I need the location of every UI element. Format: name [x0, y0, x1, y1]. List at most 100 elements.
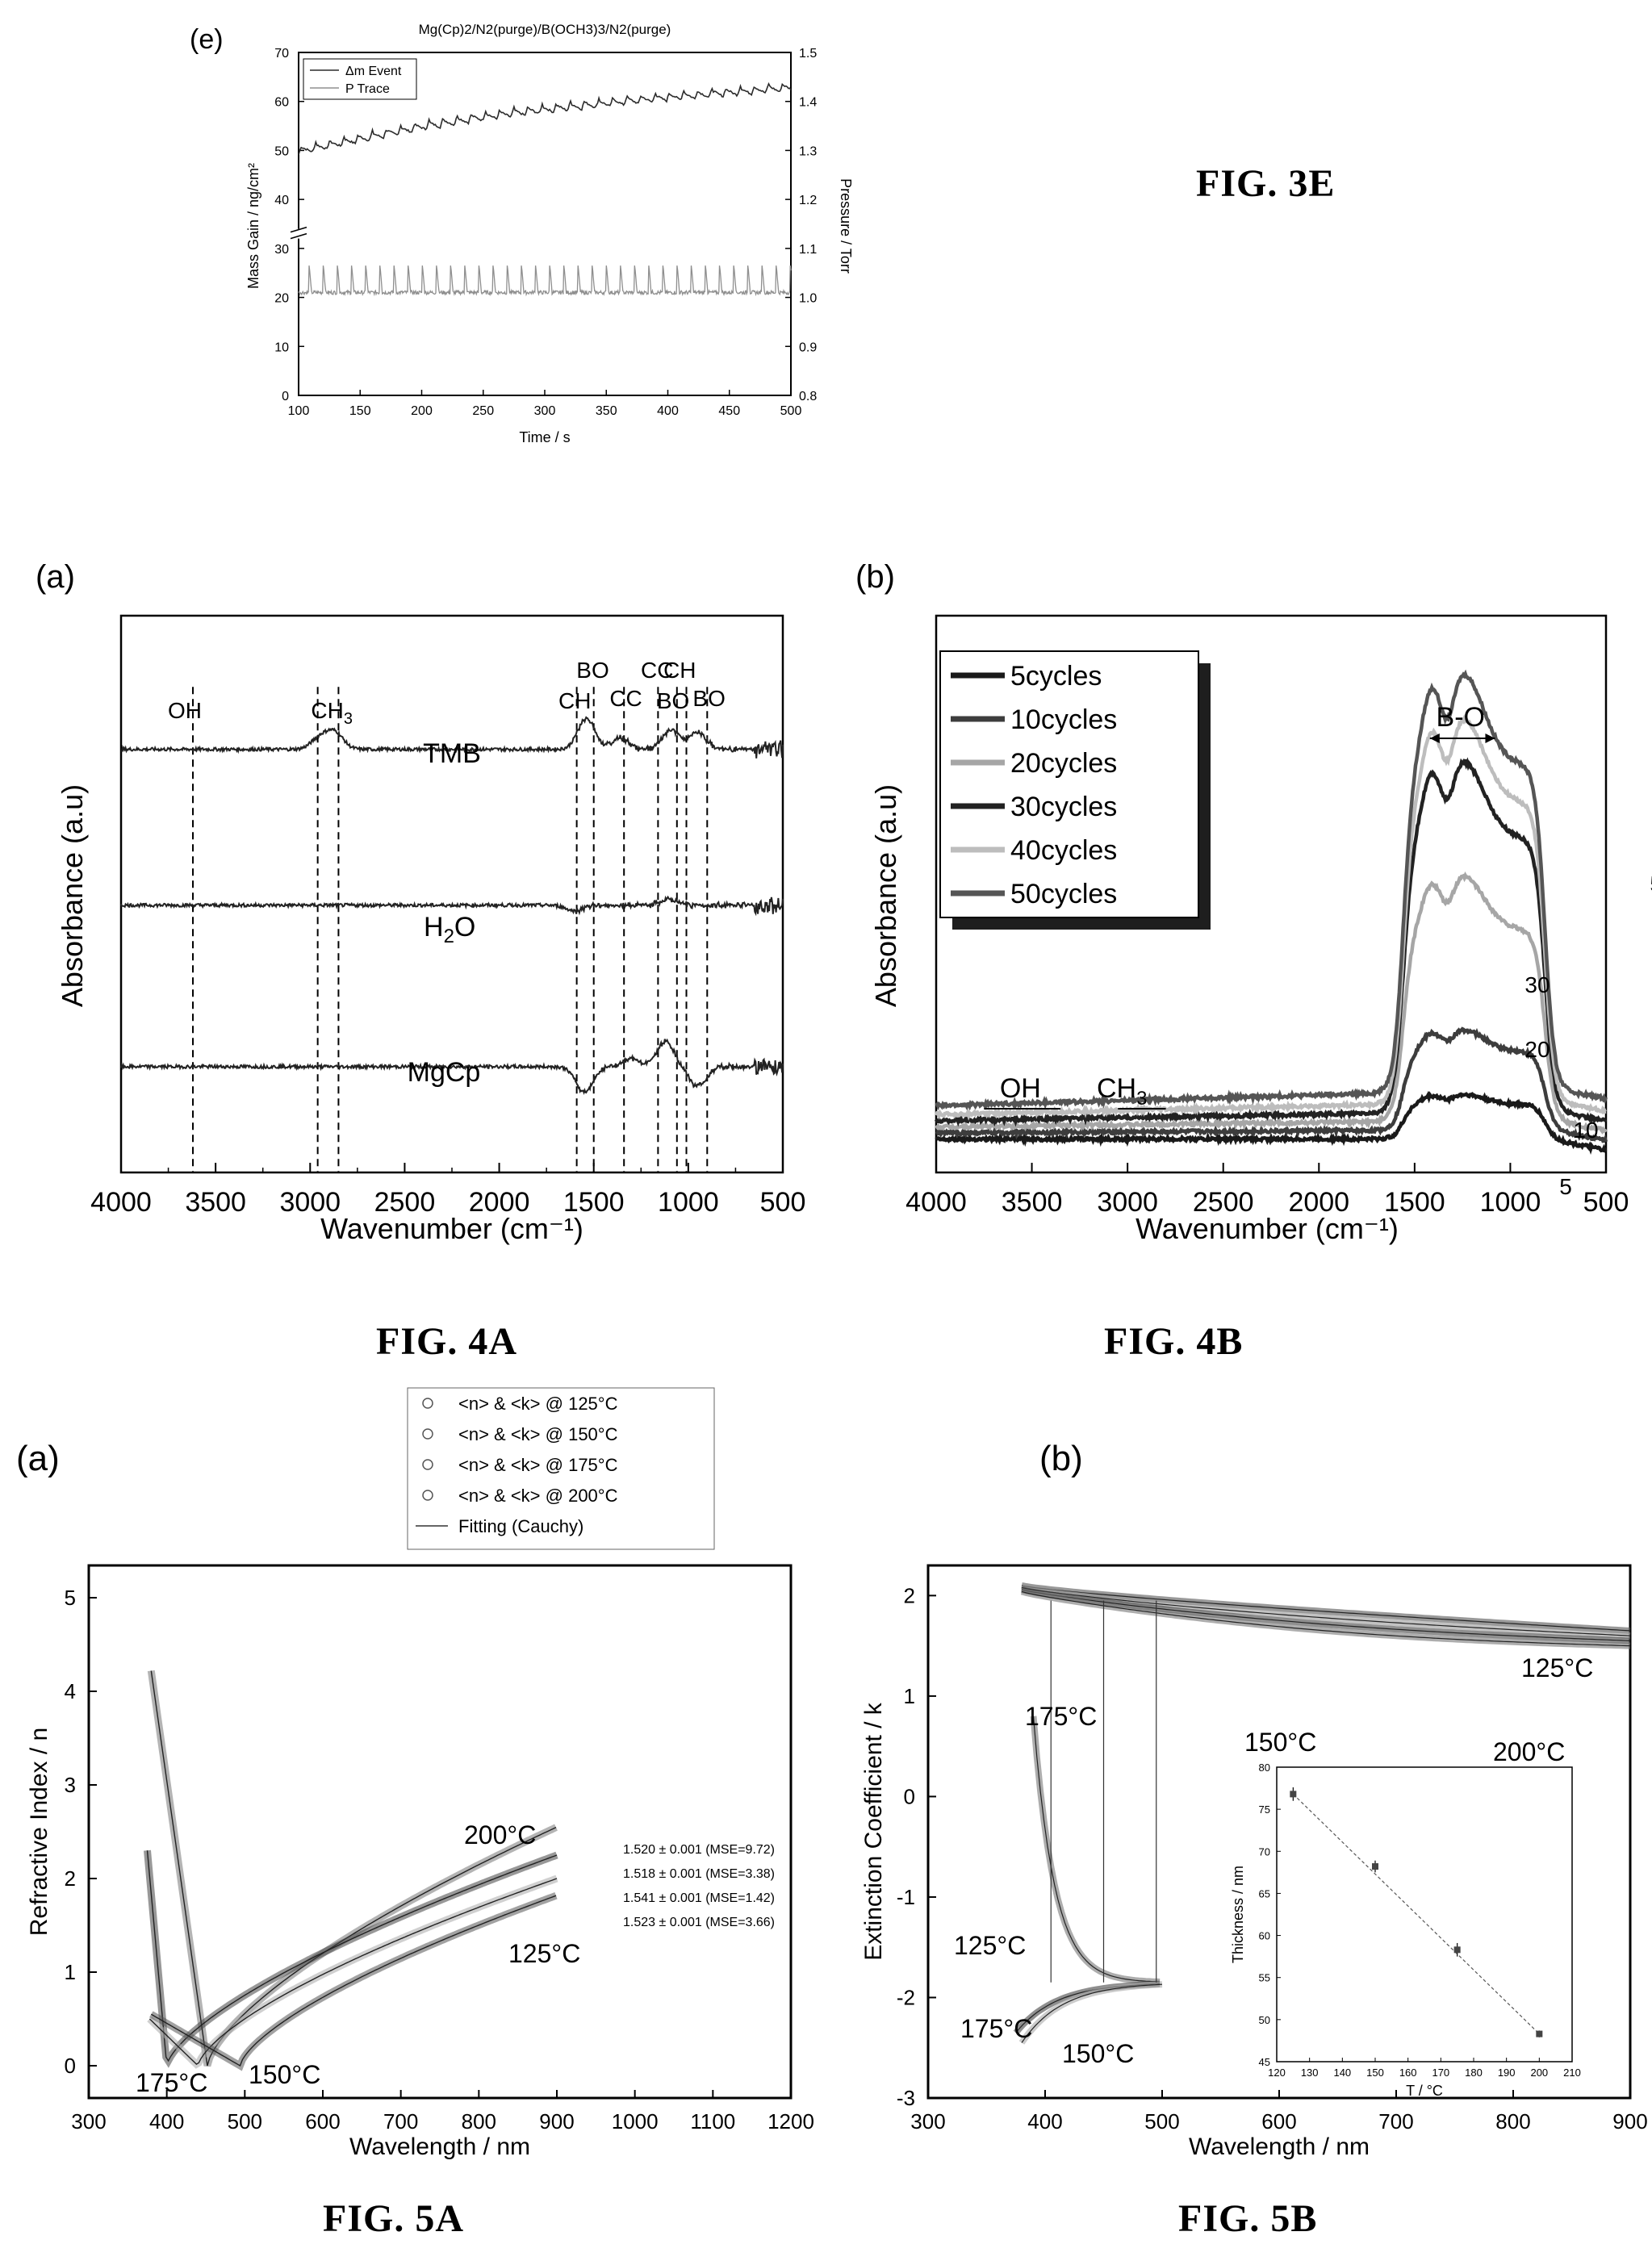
fig5b-x-axis-label: Wavelength / nm [1189, 2134, 1370, 2160]
legend-marker [422, 1398, 433, 1409]
axis-break-gap [294, 228, 303, 239]
y2-tick-label: 1.5 [799, 47, 817, 61]
fig4b-plot-frame [935, 614, 1608, 1174]
y-tick-label: 40 [274, 194, 289, 207]
x-tick-label: 1500 [1384, 1187, 1445, 1218]
fig4b-svg: (b) 4000 3500 3000 2500 2000 1500 1000 500 Wavenu… [855, 559, 1652, 1245]
fig4b-caption: FIG. 4B [1104, 1320, 1244, 1363]
fig5b-panel-label: (b) [1039, 1439, 1083, 1478]
fig4b-panel-label: (b) [855, 559, 895, 595]
x-tick-label: 2500 [1193, 1187, 1254, 1218]
x-tick-label: 200 [411, 404, 433, 418]
fig5a-fit-125c [150, 1895, 557, 2067]
x-tick-label: 1100 [690, 2109, 735, 2134]
fig3e-title: Mg(Cp)2/N2(purge)/B(OCH3)3/N2(purge) [419, 22, 671, 37]
inset-x-tick-label: 210 [1563, 2067, 1581, 2079]
x-tick-label: 2000 [1288, 1187, 1349, 1218]
y-tick-label: 2 [65, 1866, 76, 1891]
x-tick-label: 2000 [469, 1187, 530, 1218]
y-tick-label: 20 [274, 292, 289, 306]
fig4b-series-30-cycles [935, 757, 1608, 1127]
fig5a-legend-label: <n> & <k> @ 125°C [458, 1394, 618, 1414]
y2-tick-label: 0.8 [799, 390, 817, 403]
bo-arrowhead [1429, 733, 1440, 743]
fig5a-series-150c [147, 1874, 558, 2069]
y-tick-label: -2 [897, 1985, 915, 2009]
annotation-125c: 125°C [508, 1939, 580, 1968]
annotation-200c: 200°C [1493, 1737, 1565, 1766]
fig5a-fit-175c [146, 1850, 558, 2062]
annotation-125c: 125°C [1521, 1653, 1593, 1682]
y-tick-label: -1 [897, 1885, 915, 1909]
x-tick-label: 4000 [905, 1187, 967, 1218]
x-tick-label: 900 [539, 2109, 574, 2134]
fig4a-series-label-h2o: H2O [424, 912, 475, 947]
fig3e-y2-axis-label: Pressure / Torr [838, 178, 854, 274]
fig4b-y-axis-label: Absorbance (a.u) [869, 784, 902, 1007]
annotation-bo: BO [576, 658, 609, 683]
x-tick-label: 3000 [1097, 1187, 1158, 1218]
fig4b-legend-box [939, 650, 1199, 918]
fig5b-top-fit [1021, 1586, 1631, 1636]
x-tick-label: 800 [1495, 2109, 1530, 2134]
x-tick-label: 1000 [1480, 1187, 1541, 1218]
y2-tick-label: 1.1 [799, 243, 817, 257]
fig5b-bottom-fit [1021, 1983, 1163, 2043]
fig5a-series-175c [144, 1849, 558, 2068]
inset-y-tick-label: 80 [1259, 1762, 1270, 1774]
y-tick-label: 1 [904, 1684, 915, 1708]
x-tick-label: 600 [1261, 2109, 1296, 2134]
annotation-cc: CC [609, 686, 642, 711]
inset-x-tick-label: 150 [1366, 2067, 1384, 2079]
fig5a-x-axis-label: Wavelength / nm [349, 2134, 530, 2160]
inset-data-point [1290, 1791, 1297, 1798]
fig5a-caption: FIG. 5A [323, 2197, 464, 2240]
inset-data-point [1372, 1863, 1378, 1870]
x-tick-label: 400 [657, 404, 679, 418]
y2-tick-label: 1.2 [799, 194, 817, 207]
y2-tick-label: 1.4 [799, 96, 817, 110]
fig4a-svg: (a) 4000 3500 3000 2500 2000 1500 1000 500 Wavenu… [36, 559, 805, 1245]
fig4a-series-label-mgcp: MgCp [408, 1057, 481, 1088]
fig5a-fit-label: 1.520 ± 0.001 (MSE=9.72) [623, 1843, 775, 1857]
y-tick-label: 4 [65, 1679, 76, 1703]
inset-y-tick-label: 50 [1259, 2014, 1270, 2026]
fig5a-plot-frame [87, 1564, 793, 2100]
fig3e-caption: FIG. 3E [1196, 162, 1336, 205]
x-tick-label: 1000 [658, 1187, 719, 1218]
fig5b-top-fit [1021, 1590, 1631, 1647]
x-tick-label: 900 [1612, 2109, 1647, 2134]
fig5a-legend-label: Fitting (Cauchy) [458, 1516, 583, 1536]
fig5a-fit-200c [150, 1670, 557, 2067]
fig5b-chart: (b) 300 400 500 600 700 800 900 -3 -2 -1 0 1 2 Wavelen… [831, 1396, 1648, 2171]
x-tick-label: 150 [349, 404, 371, 418]
inset-x-tick-label: 130 [1301, 2067, 1319, 2079]
legend-marker [422, 1459, 433, 1470]
fig4b-legend-label: 40cycles [1010, 835, 1117, 866]
fig4b-legend-label: 5cycles [1010, 661, 1102, 692]
annotation-175c: 175°C [960, 2014, 1032, 2043]
y-tick-label: 0 [904, 1784, 915, 1808]
x-tick-label: 2500 [374, 1187, 436, 1218]
annotation-150c: 150°C [1062, 2039, 1134, 2068]
annotation-175c: 175°C [1025, 1702, 1097, 1731]
inset-y-tick-label: 75 [1259, 1803, 1270, 1816]
fig4b-legend-label: 20cycles [1010, 748, 1117, 779]
annotation-125c: 125°C [954, 1931, 1026, 1960]
fig4b-legend-label: 30cycles [1010, 792, 1117, 822]
fig4b-peak-label: 50 [1650, 871, 1652, 896]
annotation-150c: 150°C [249, 2060, 320, 2089]
x-tick-label: 1000 [612, 2109, 659, 2134]
x-tick-label: 3000 [279, 1187, 341, 1218]
x-tick-label: 700 [1378, 2109, 1413, 2134]
fig5a-legend-label: <n> & <k> @ 150°C [458, 1424, 618, 1444]
fig3e-series-mass-gain [298, 81, 792, 156]
fig5a-fit-label: 1.518 ± 0.001 (MSE=3.38) [623, 1867, 775, 1881]
y-tick-label: 0 [282, 390, 289, 403]
fig5b-y-axis-label: Extinction Coefficient / k [860, 1702, 887, 1961]
y-tick-label: 5 [65, 1586, 76, 1610]
annotation-ch3: CH3 [1097, 1073, 1147, 1110]
fig5a-legend-label: <n> & <k> @ 175°C [458, 1455, 618, 1475]
y-tick-label: -3 [897, 2086, 915, 2110]
fig5a-svg: (a) 300 400 500 600 700 800 900 1000 1100 1200 0 1 2 3… [16, 1387, 814, 2160]
